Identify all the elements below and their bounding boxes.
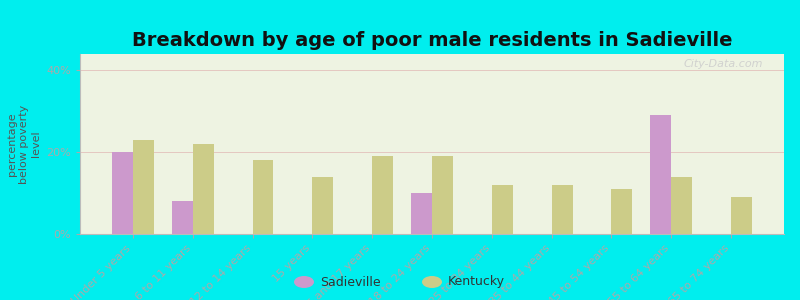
Bar bbox=[193, 144, 214, 234]
Bar bbox=[492, 185, 513, 234]
Bar bbox=[671, 177, 692, 234]
Title: Breakdown by age of poor male residents in Sadieville: Breakdown by age of poor male residents … bbox=[132, 31, 732, 50]
Y-axis label: percentage
below poverty
level: percentage below poverty level bbox=[7, 104, 41, 184]
Bar bbox=[312, 177, 334, 234]
Bar bbox=[552, 185, 573, 234]
Bar bbox=[133, 140, 154, 234]
Text: Kentucky: Kentucky bbox=[448, 275, 505, 289]
Bar bbox=[411, 193, 432, 234]
Text: City-Data.com: City-Data.com bbox=[683, 59, 763, 69]
Bar bbox=[432, 156, 453, 234]
Bar bbox=[172, 201, 193, 234]
Text: Sadieville: Sadieville bbox=[320, 275, 381, 289]
Bar bbox=[112, 152, 133, 234]
Bar bbox=[731, 197, 752, 234]
Bar bbox=[253, 160, 274, 234]
Bar bbox=[650, 116, 671, 234]
Bar bbox=[611, 189, 632, 234]
Bar bbox=[372, 156, 393, 234]
